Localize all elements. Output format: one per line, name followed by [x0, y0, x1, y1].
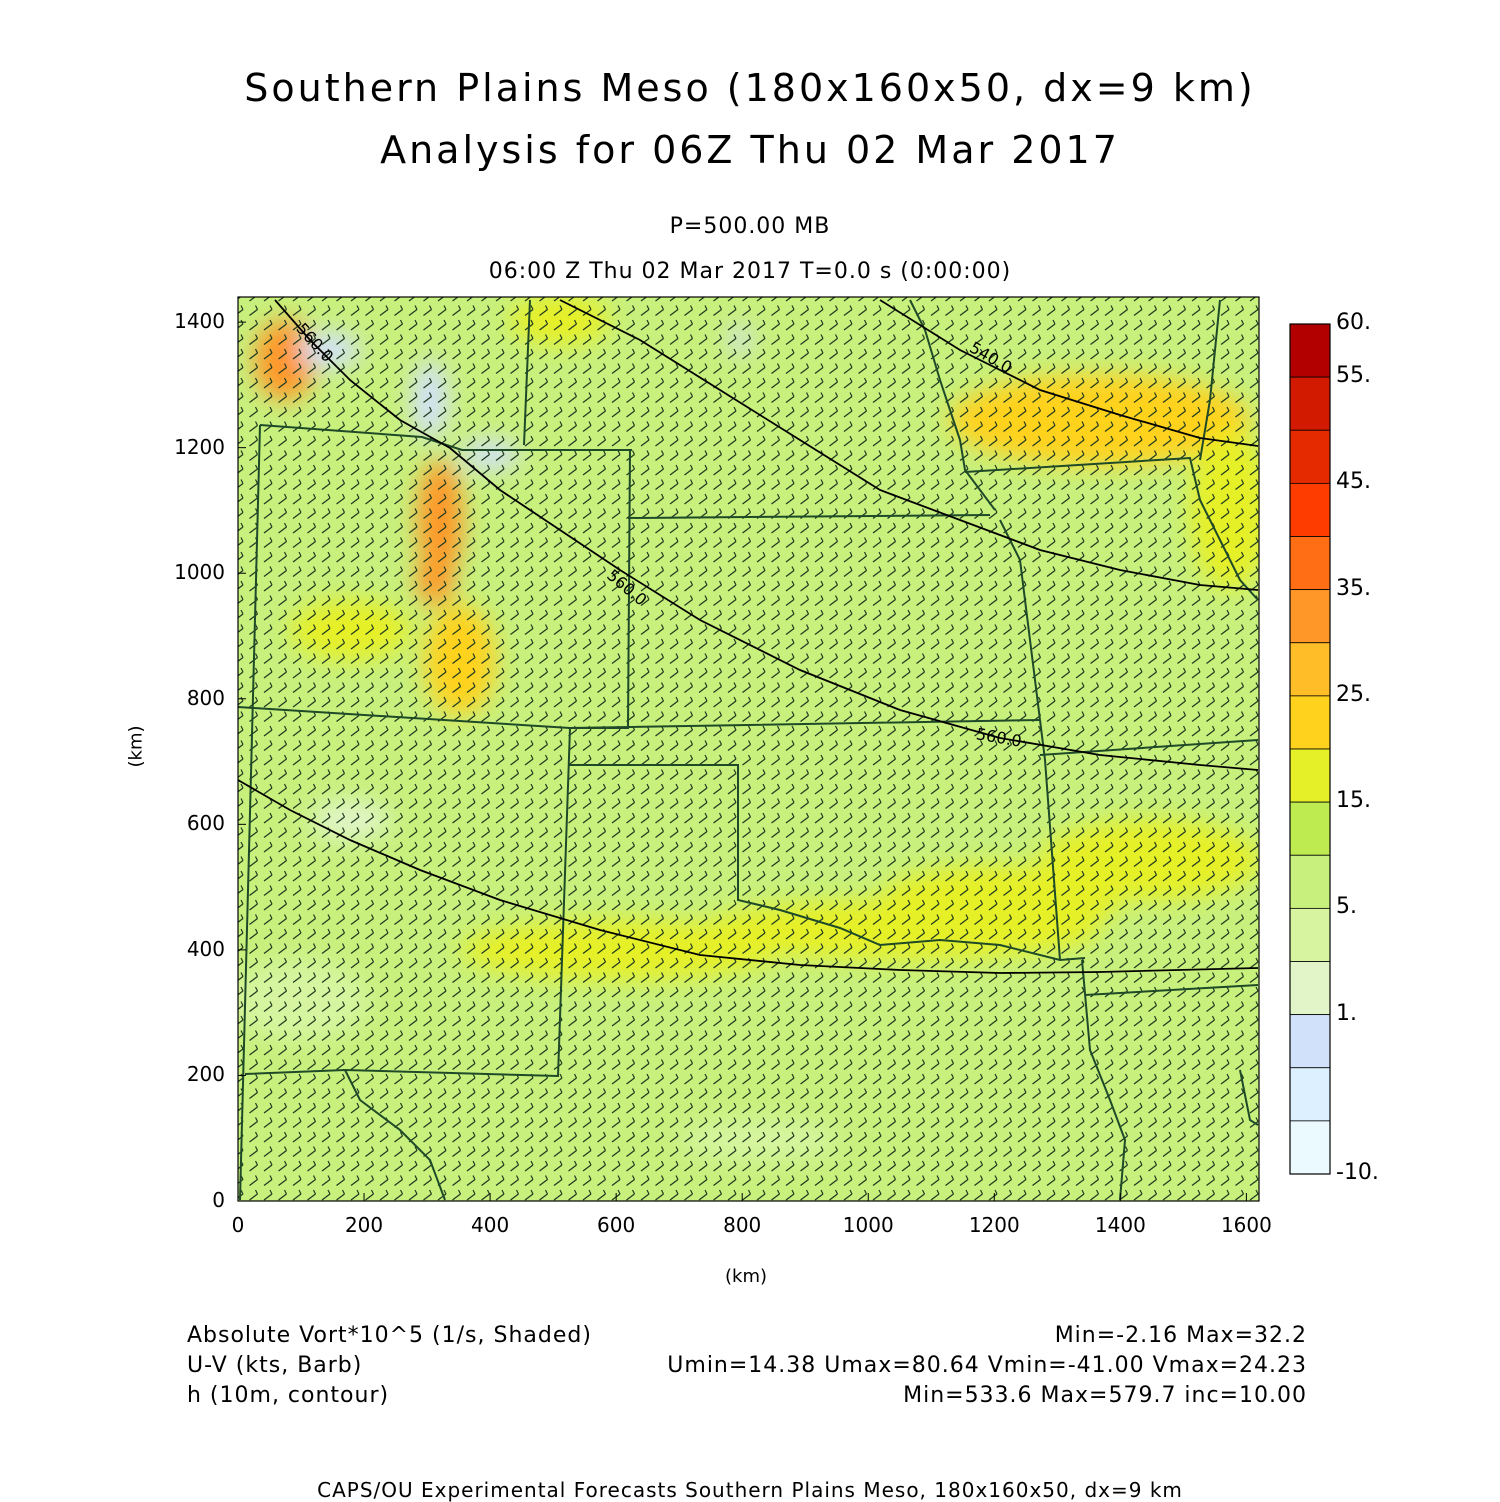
- colorbar-label: 25.: [1336, 681, 1371, 707]
- y-tick-label: 1200: [174, 434, 225, 459]
- y-axis-ticks: [238, 321, 246, 1202]
- height-stats: Min=533.6 Max=579.7 inc=10.00: [903, 1383, 1307, 1408]
- colorbar-swatch: [1289, 376, 1331, 431]
- colorbar-swatch: [1289, 482, 1331, 537]
- x-axis-ticks: [237, 1193, 1247, 1201]
- colorbar-label: -10.: [1336, 1160, 1379, 1185]
- y-axis-title: (km): [125, 725, 147, 768]
- vorticity-stats: Min=-2.16 Max=32.2: [1054, 1323, 1307, 1348]
- x-tick-label: 1200: [968, 1213, 1020, 1237]
- colorbar-swatch: [1289, 1014, 1331, 1069]
- pressure-level-label: P=500.00 MB: [669, 214, 831, 239]
- wind-field-label: U-V (kts, Barb): [187, 1353, 363, 1378]
- footer-credit: CAPS/OU Experimental Forecasts Southern …: [317, 1478, 1183, 1502]
- colorbar-swatch: [1289, 907, 1331, 962]
- colorbar-swatch: [1289, 854, 1331, 909]
- colorbar-swatch: [1289, 961, 1331, 1016]
- y-tick-label: 800: [186, 685, 225, 710]
- valid-time-label: 06:00 Z Thu 02 Mar 2017 T=0.0 s (0:00:00…: [488, 259, 1012, 284]
- colorbar-swatch: [1289, 323, 1331, 378]
- x-tick-label: 200: [344, 1213, 384, 1237]
- colorbar-swatch: [1289, 536, 1331, 591]
- chart-title-line1: Southern Plains Meso (180x160x50, dx=9 k…: [244, 66, 1256, 110]
- wind-stats: Umin=14.38 Umax=80.64 Vmin=-41.00 Vmax=2…: [667, 1353, 1307, 1378]
- x-tick-label: 600: [597, 1213, 636, 1237]
- x-tick-label: 800: [723, 1213, 762, 1237]
- colorbar-label: 1.: [1336, 1000, 1357, 1026]
- colorbar: [1289, 323, 1331, 1175]
- x-tick-label: 0: [231, 1213, 245, 1237]
- colorbar-label: 35.: [1336, 575, 1371, 601]
- colorbar-label: 55.: [1336, 363, 1371, 389]
- y-tick-label: 200: [186, 1062, 225, 1087]
- colorbar-swatch: [1289, 589, 1331, 644]
- colorbar-label: 45.: [1336, 469, 1371, 495]
- chart-title-line2: Analysis for 06Z Thu 02 Mar 2017: [380, 128, 1120, 172]
- y-tick-label: 0: [212, 1188, 225, 1212]
- colorbar-swatch: [1289, 642, 1331, 697]
- colorbar-label: 60.: [1336, 310, 1371, 335]
- height-field-label: h (10m, contour): [187, 1383, 390, 1408]
- plot-frame: [237, 296, 1260, 1202]
- colorbar-label: 15.: [1336, 788, 1371, 814]
- x-tick-label: 1400: [1094, 1213, 1146, 1237]
- colorbar-swatch: [1289, 695, 1331, 750]
- wind-barbs: [238, 297, 1259, 1201]
- state-borders: [238, 299, 1259, 1201]
- vorticity-field-label: Absolute Vort*10^5 (1/s, Shaded): [187, 1323, 592, 1348]
- y-tick-label: 1000: [174, 560, 225, 585]
- y-tick-label: 400: [186, 936, 225, 961]
- colorbar-swatch: [1289, 1120, 1331, 1175]
- colorbar-label: 5.: [1336, 894, 1357, 920]
- colorbar-frame: [1289, 323, 1331, 1175]
- height-contours: [238, 299, 1259, 974]
- colorbar-swatch: [1289, 748, 1331, 803]
- x-tick-label: 1600: [1220, 1213, 1272, 1237]
- colorbar-swatch: [1289, 1067, 1331, 1122]
- x-tick-label: 400: [471, 1213, 510, 1237]
- y-tick-label: 600: [186, 811, 225, 836]
- vorticity-shading: [238, 297, 1259, 1201]
- colorbar-swatch: [1289, 429, 1331, 484]
- colorbar-swatch: [1289, 801, 1331, 856]
- x-axis-title: (km): [725, 1266, 768, 1287]
- y-tick-label: 1400: [174, 309, 225, 334]
- x-tick-label: 1000: [842, 1213, 894, 1237]
